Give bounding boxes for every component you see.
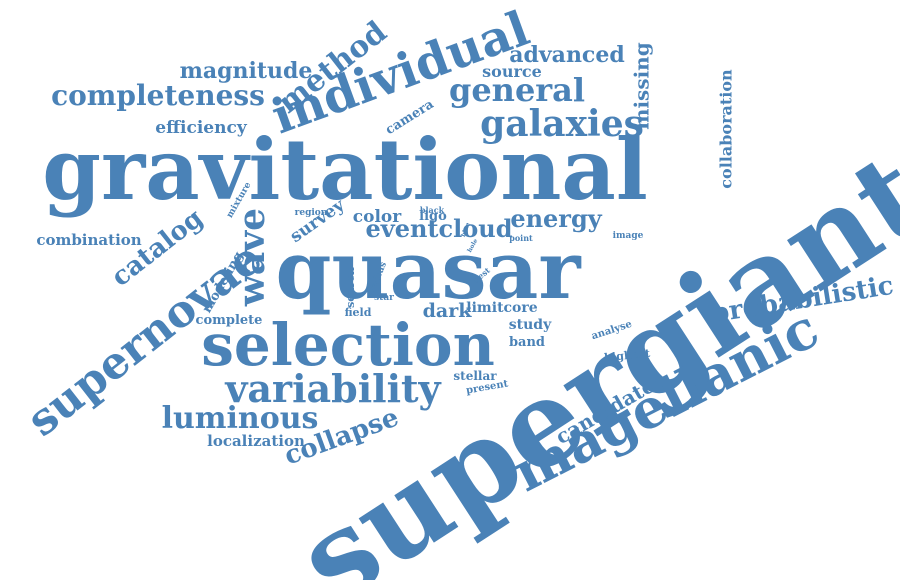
word-color: color — [352, 206, 402, 227]
word-stellar: stellar — [453, 369, 497, 383]
word-gravitational: gravitational — [42, 120, 648, 219]
word-star: star — [374, 292, 394, 303]
word-quasar: quasar — [275, 223, 581, 317]
word-search: search — [343, 266, 357, 308]
word-missing: missing — [630, 42, 654, 130]
word-source: source — [482, 62, 542, 81]
word-point: point — [509, 233, 533, 243]
word-band: band — [508, 334, 546, 350]
word-general: general — [448, 71, 586, 109]
word-localization: localization — [207, 431, 305, 450]
word-image: image — [612, 230, 644, 241]
word-combination: combination — [36, 230, 142, 249]
word-completeness: completeness — [51, 79, 265, 112]
word-selection: selection — [201, 311, 495, 379]
word-efficiency: efficiency — [155, 117, 247, 138]
word-complete: complete — [195, 312, 263, 328]
word-variability: variability — [225, 366, 441, 411]
word-black: black — [419, 205, 445, 215]
word-eventcloud: eventcloud — [365, 214, 513, 243]
word-study: study — [508, 317, 552, 333]
word-limitcore: limitcore — [466, 300, 538, 316]
word-advanced: advanced — [509, 42, 625, 68]
word-energy: energy — [510, 204, 602, 233]
word-field: field — [344, 305, 372, 319]
word-magnitude: magnitude — [179, 58, 313, 84]
word-dark: dark — [422, 299, 472, 322]
word-luminous: luminous — [161, 401, 319, 436]
word-galaxies: galaxies — [480, 103, 644, 145]
word-ligo: ligo — [419, 208, 447, 224]
word-region: region — [294, 207, 328, 218]
word-collaboration: collaboration — [717, 69, 736, 189]
